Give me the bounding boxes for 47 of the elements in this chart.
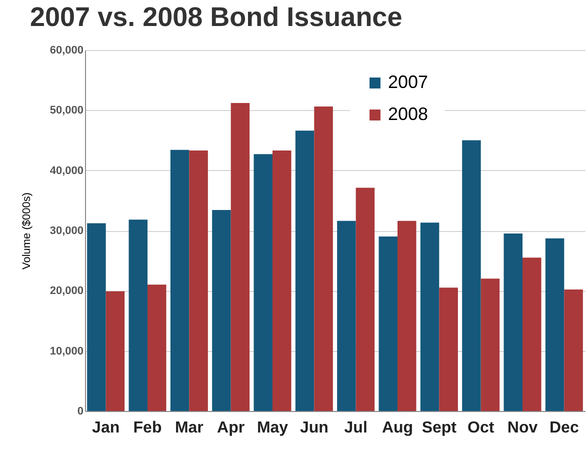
- bar: [398, 220, 416, 411]
- x-tick-label: Sept: [422, 420, 458, 436]
- bar: [87, 223, 106, 411]
- bar: [545, 238, 564, 411]
- bar: [378, 236, 398, 411]
- x-tick-label: Jan: [92, 420, 120, 436]
- bar: [480, 278, 500, 411]
- bar: [170, 150, 190, 411]
- y-axis-title: Volume ($000s): [20, 192, 33, 270]
- legend-label: 2007: [388, 72, 428, 92]
- x-tick-label: May: [256, 420, 288, 436]
- legend-label: 2008: [388, 104, 428, 124]
- bar: [148, 284, 166, 411]
- x-tick-label: Nov: [507, 420, 538, 436]
- bar: [504, 234, 522, 411]
- x-tick-label: Oct: [467, 420, 495, 436]
- bar: [522, 258, 542, 411]
- bar: [230, 102, 250, 411]
- bar: [356, 188, 375, 411]
- y-tick-label: 0: [77, 406, 84, 418]
- bar: [106, 291, 125, 411]
- y-tick-label: 10,000: [50, 345, 84, 358]
- x-tick-label: Aug: [382, 420, 414, 436]
- bar: [564, 289, 583, 411]
- bar: [337, 220, 356, 411]
- chart-title: 2007 vs. 2008 Bond Issuance: [30, 2, 402, 32]
- x-tick-label: Apr: [217, 420, 245, 436]
- bar: [212, 210, 231, 411]
- x-tick-label: Jul: [344, 420, 368, 436]
- bar: [272, 150, 292, 411]
- bar: [462, 140, 481, 411]
- bar: [189, 150, 208, 411]
- x-tick-label: Feb: [133, 420, 162, 436]
- y-tick-label: 60,000: [50, 44, 84, 56]
- y-tick-label: 40,000: [50, 164, 84, 177]
- bar: [314, 106, 333, 411]
- x-tick-label: Jun: [300, 420, 328, 436]
- y-tick-label: 30,000: [50, 225, 84, 237]
- x-tick-label: Dec: [549, 420, 579, 436]
- y-tick-label: 20,000: [50, 285, 84, 298]
- bar: [420, 222, 440, 411]
- x-tick-label: Mar: [174, 420, 204, 436]
- bar: [295, 130, 314, 411]
- y-tick-label: 50,000: [50, 104, 84, 117]
- bar: [128, 220, 148, 411]
- bar: [254, 154, 272, 411]
- bar: [439, 288, 458, 411]
